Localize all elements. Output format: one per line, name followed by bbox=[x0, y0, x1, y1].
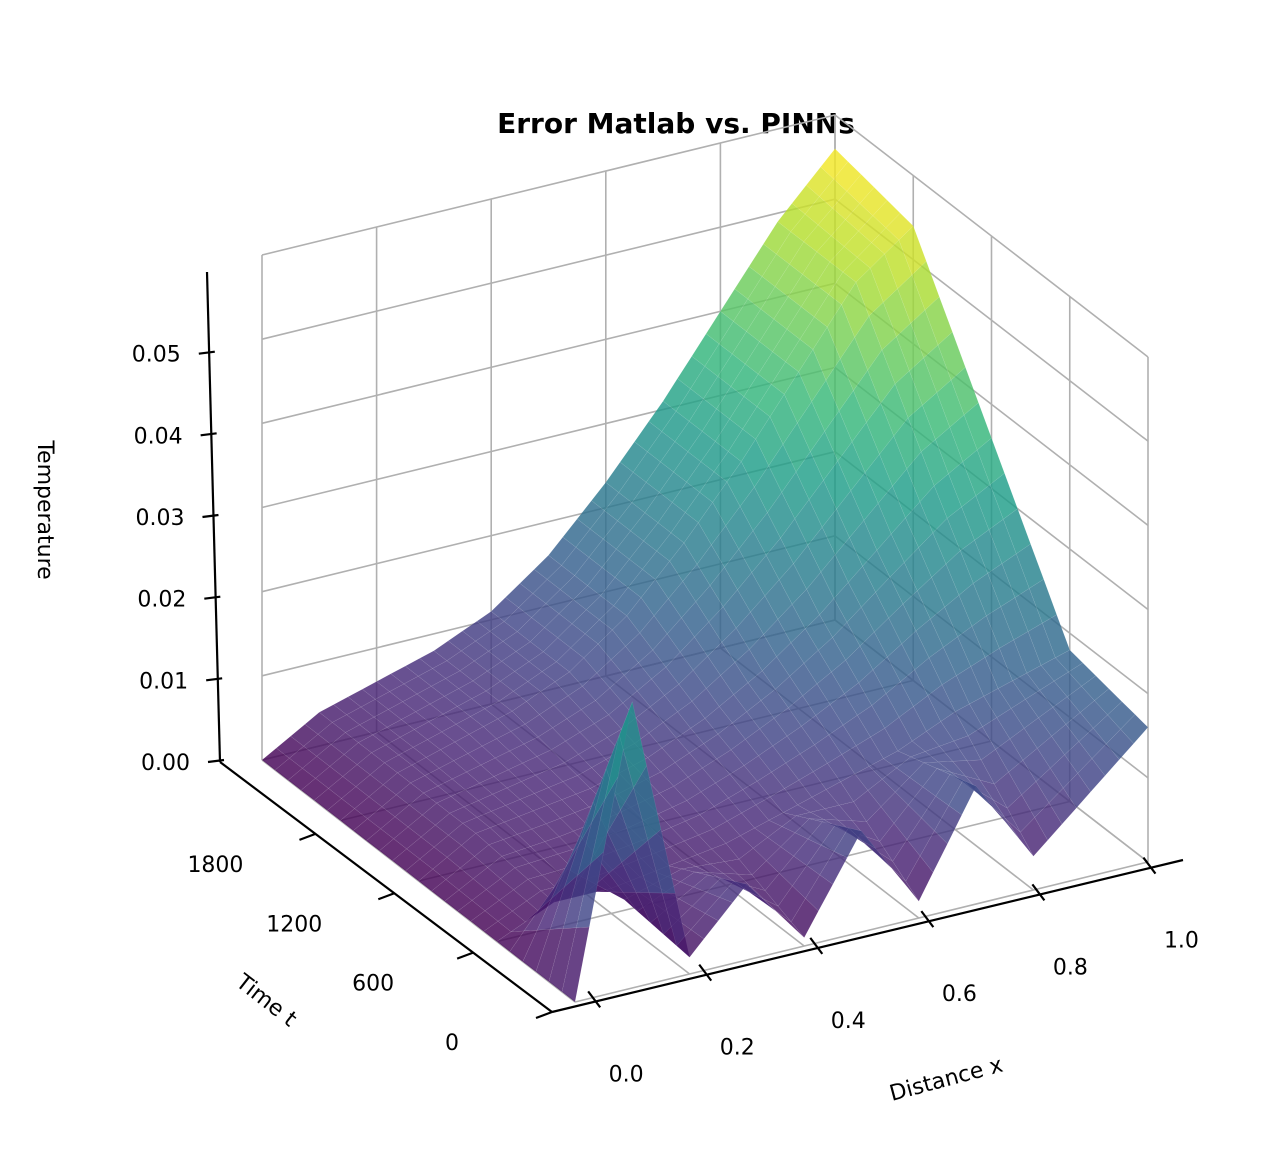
surface-facet bbox=[846, 174, 875, 204]
surface-facet bbox=[1094, 688, 1123, 716]
y-tick-label-0: 0 bbox=[445, 1031, 459, 1056]
z-tick-1 bbox=[206, 677, 223, 682]
z-tick-3 bbox=[202, 513, 219, 519]
z-tick-label-3: 0.03 bbox=[135, 506, 184, 531]
y-tick-3 bbox=[299, 832, 316, 841]
t-axis-line bbox=[219, 761, 553, 1013]
surface-facet bbox=[1081, 675, 1110, 701]
z-tick-label-0: 0.00 bbox=[141, 751, 190, 776]
x-axis-label: Distance x bbox=[887, 1053, 1006, 1107]
y-tick-label-2: 1200 bbox=[266, 912, 322, 937]
surface-facet bbox=[1107, 701, 1136, 730]
surface-facet bbox=[1002, 508, 1031, 555]
surface-facet bbox=[820, 148, 849, 180]
y-tick-1 bbox=[456, 951, 474, 960]
y-axis-label: Time t bbox=[230, 969, 301, 1032]
z-tick-4 bbox=[200, 432, 217, 437]
x-tick-0 bbox=[587, 990, 602, 1009]
axes: 0.00 0.01 0.02 0.03 0.04 0.05 0 600 1200 1800 0.0 0… bbox=[132, 271, 1199, 1087]
y-tick-label-1: 600 bbox=[352, 972, 394, 997]
surface-facet bbox=[1042, 614, 1071, 659]
grid-line-back-z-6 bbox=[261, 114, 836, 256]
x-tick-2 bbox=[809, 937, 824, 955]
z-tick-0 bbox=[207, 758, 225, 764]
surface-facet bbox=[1120, 714, 1149, 744]
x-tick-3 bbox=[920, 910, 935, 928]
surface-facet bbox=[911, 260, 940, 311]
surface-facet bbox=[1054, 649, 1084, 673]
y-tick-0 bbox=[535, 1010, 553, 1020]
x-tick-label-2: 0.4 bbox=[831, 1009, 866, 1034]
y-tick-label-3: 1800 bbox=[187, 853, 243, 878]
y-tick-2 bbox=[377, 892, 395, 901]
x-tick-label-3: 0.6 bbox=[942, 982, 977, 1007]
surface-facet bbox=[1068, 662, 1097, 687]
grid-line-floor-t-0 bbox=[574, 861, 1149, 1003]
z-tick-label-4: 0.04 bbox=[134, 424, 183, 449]
grid-line-side-z-6 bbox=[834, 114, 1149, 358]
surface-plot bbox=[261, 148, 1149, 1003]
x-tick-5 bbox=[1142, 856, 1157, 875]
z-axis-label: Temperature bbox=[32, 439, 57, 579]
z-axis-line bbox=[205, 271, 222, 763]
z-tick-label-2: 0.02 bbox=[137, 588, 186, 613]
z-tick-2 bbox=[204, 595, 221, 600]
x-axis-line bbox=[551, 858, 1184, 1014]
z-tick-label-5: 0.05 bbox=[132, 343, 181, 368]
x-tick-label-5: 1.0 bbox=[1164, 929, 1199, 954]
grid-line-back-z-5 bbox=[261, 198, 836, 340]
x-tick-4 bbox=[1031, 883, 1046, 902]
x-tick-1 bbox=[698, 963, 713, 982]
x-tick-label-0: 0.0 bbox=[609, 1062, 644, 1087]
surface-facet bbox=[872, 199, 901, 229]
z-tick-label-1: 0.01 bbox=[139, 669, 188, 694]
chart-title: Error Matlab vs. PINNs bbox=[497, 107, 855, 140]
surface-facet bbox=[833, 161, 862, 192]
x-tick-label-4: 0.8 bbox=[1053, 955, 1088, 980]
x-tick-label-1: 0.2 bbox=[720, 1036, 755, 1061]
z-tick-5 bbox=[198, 350, 215, 355]
